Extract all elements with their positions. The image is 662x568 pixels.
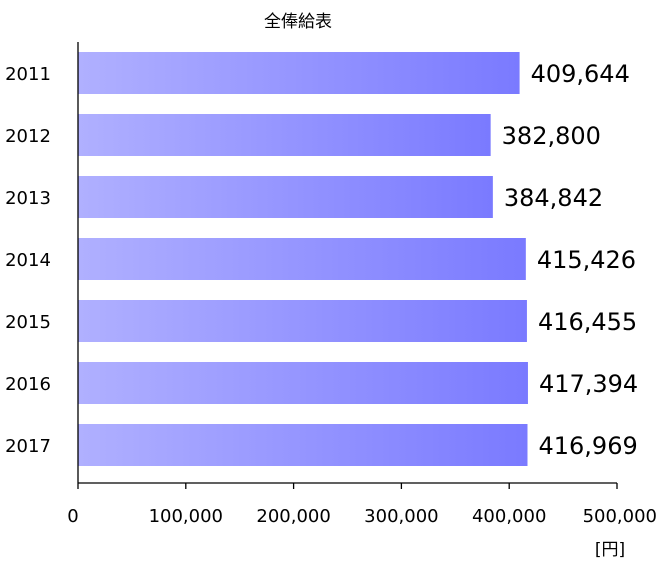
bar-2014 bbox=[78, 238, 526, 280]
y-tick-label-2014: 2014 bbox=[5, 250, 51, 271]
value-label-2013: 384,842 bbox=[504, 184, 603, 212]
x-tick-label-400000: 400,000 bbox=[472, 506, 546, 527]
chart-title: 全俸給表 bbox=[264, 12, 332, 32]
y-tick-label-2015: 2015 bbox=[5, 312, 51, 333]
value-label-2011: 409,644 bbox=[531, 60, 630, 88]
bar-2016 bbox=[78, 362, 528, 404]
x-tick-label-500000: 500,000 bbox=[583, 506, 657, 527]
bar-2017 bbox=[78, 424, 528, 466]
x-tick-label-0: 0 bbox=[67, 506, 78, 527]
y-tick-label-2012: 2012 bbox=[5, 126, 51, 147]
value-label-2015: 416,455 bbox=[538, 308, 637, 336]
x-tick-label-300000: 300,000 bbox=[364, 506, 438, 527]
bar-2012 bbox=[78, 114, 491, 156]
y-tick-label-2013: 2013 bbox=[5, 188, 51, 209]
value-label-2017: 416,969 bbox=[538, 432, 637, 460]
x-tick-label-200000: 200,000 bbox=[256, 506, 330, 527]
bar-2011 bbox=[78, 52, 520, 94]
axes-group: 0 100,000 200,000 300,000 400,000 500,000 bbox=[67, 42, 657, 527]
value-label-2016: 417,394 bbox=[539, 370, 638, 398]
value-label-2014: 415,426 bbox=[537, 246, 636, 274]
bar-2015 bbox=[78, 300, 527, 342]
bars-group: 2011 409,644 2012 382,800 2013 384,842 2014 415… bbox=[5, 52, 638, 466]
y-tick-label-2011: 2011 bbox=[5, 64, 51, 85]
y-tick-label-2016: 2016 bbox=[5, 374, 51, 395]
value-label-2012: 382,800 bbox=[502, 122, 601, 150]
unit-label: [円] bbox=[595, 540, 625, 560]
y-tick-label-2017: 2017 bbox=[5, 436, 51, 457]
x-tick-label-100000: 100,000 bbox=[149, 506, 223, 527]
bar-2013 bbox=[78, 176, 493, 218]
